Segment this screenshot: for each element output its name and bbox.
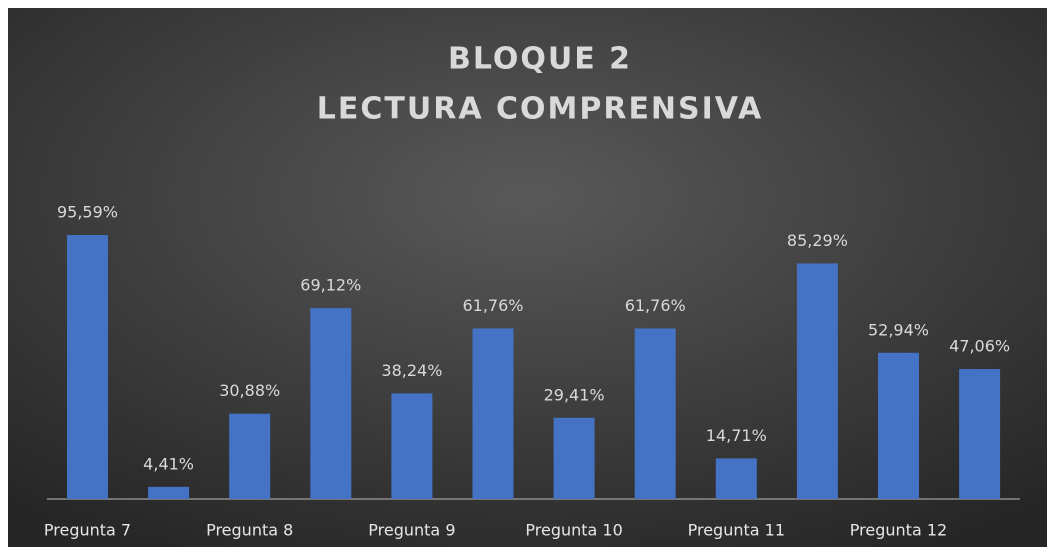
x-tick-label: Pregunta 7 [44, 521, 131, 540]
chart-title: BLOQUE 2 [448, 42, 632, 77]
value-label: 95,59% [57, 203, 118, 222]
bar [553, 417, 595, 499]
value-label: 29,41% [544, 385, 605, 404]
value-label: 38,24% [381, 361, 442, 380]
x-tick-label: Pregunta 8 [206, 521, 293, 540]
value-label: 61,76% [625, 296, 686, 315]
chart-background [8, 8, 1047, 547]
bar [472, 328, 514, 499]
bar [229, 413, 271, 499]
bar [67, 235, 108, 499]
value-label: 61,76% [462, 296, 523, 315]
bar [391, 393, 433, 499]
chart-subtitle: LECTURA COMPRENSIVA [317, 92, 763, 127]
bar [959, 369, 1001, 499]
value-label: 14,71% [706, 426, 767, 445]
bar [878, 352, 919, 499]
value-label: 69,12% [300, 276, 361, 295]
bar [634, 328, 676, 499]
bar [796, 263, 838, 499]
value-label: 4,41% [143, 454, 194, 473]
value-label: 52,94% [868, 320, 929, 339]
x-tick-label: Pregunta 10 [525, 521, 622, 540]
bar [310, 308, 352, 499]
x-tick-label: Pregunta 11 [688, 521, 785, 540]
value-label: 47,06% [949, 337, 1010, 356]
x-tick-label: Pregunta 12 [850, 521, 947, 540]
value-label: 30,88% [219, 381, 280, 400]
bar [148, 486, 190, 499]
value-label: 85,29% [787, 231, 848, 250]
bar [715, 458, 757, 499]
x-tick-label: Pregunta 9 [368, 521, 455, 540]
